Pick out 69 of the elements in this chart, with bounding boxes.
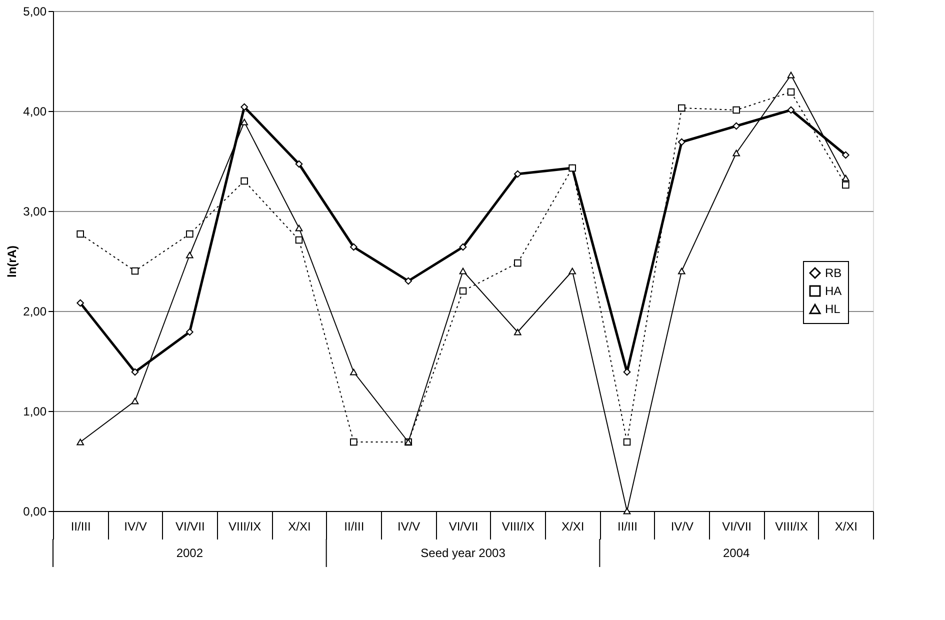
x-tick-label: IV/V [124,520,147,534]
legend-label: RB [825,266,842,280]
y-tick-label: 1,00 [23,404,47,418]
point [568,268,576,274]
point [76,230,84,238]
x-tick-label: VI/VII [448,520,478,534]
text: 2002 [176,546,204,560]
point [240,118,248,126]
point [240,103,248,111]
y-tick-label: 2,00 [23,304,47,318]
point [732,150,740,156]
point [514,259,522,267]
x-tick-label: II/III [344,520,364,534]
y-tick-label: 5,00 [23,4,47,18]
y-tick-label: 0,00 [23,504,47,518]
x-tick-label: X/XI [561,520,584,534]
point [295,160,303,168]
point [459,268,467,274]
x-tick-label: II/III [70,520,91,534]
x-tick-label: VI/VII [722,520,752,534]
point [732,106,740,114]
point [350,243,358,251]
point [842,174,850,182]
point [350,438,358,446]
point [732,122,740,130]
point [678,104,686,112]
point [514,328,522,336]
text: Seed year 2003 [420,546,506,560]
y-tick-label: 4,00 [23,104,47,118]
point [186,328,194,336]
point [295,224,303,232]
point [842,181,850,189]
point [842,151,850,159]
x-tick-label: VIII/IX [502,520,535,534]
x-tick-label: X/XI [834,520,858,534]
point [131,398,139,404]
point [678,138,686,146]
x-tick-label: VIII/IX [228,520,262,534]
point [350,368,358,376]
point [787,106,795,114]
x-tick-label: VI/VII [175,520,205,534]
legend-label: HA [825,284,842,298]
point [787,88,795,96]
point [186,252,194,258]
x-tick-label: II/III [617,520,638,534]
point [295,236,303,244]
point [459,287,467,295]
y-axis-title: ln(rA) [5,246,20,278]
point [186,230,194,238]
x-tick-label: X/XI [288,520,311,534]
point [131,267,139,275]
point [404,277,412,285]
point [568,164,576,172]
point [76,438,84,446]
point [240,177,248,185]
point [131,368,139,376]
x-tick-label: VIII/IX [775,520,808,534]
point [623,438,631,446]
x-tick-label: IV/V [397,520,420,534]
point [459,243,467,251]
point [623,508,631,514]
x-tick-label: IV/V [670,520,694,534]
y-tick-label: 3,00 [23,204,47,218]
legend-label: HL [825,302,841,316]
point [678,268,686,274]
point [76,299,84,307]
point [514,170,522,178]
point [787,72,795,78]
text: 2004 [722,546,750,560]
